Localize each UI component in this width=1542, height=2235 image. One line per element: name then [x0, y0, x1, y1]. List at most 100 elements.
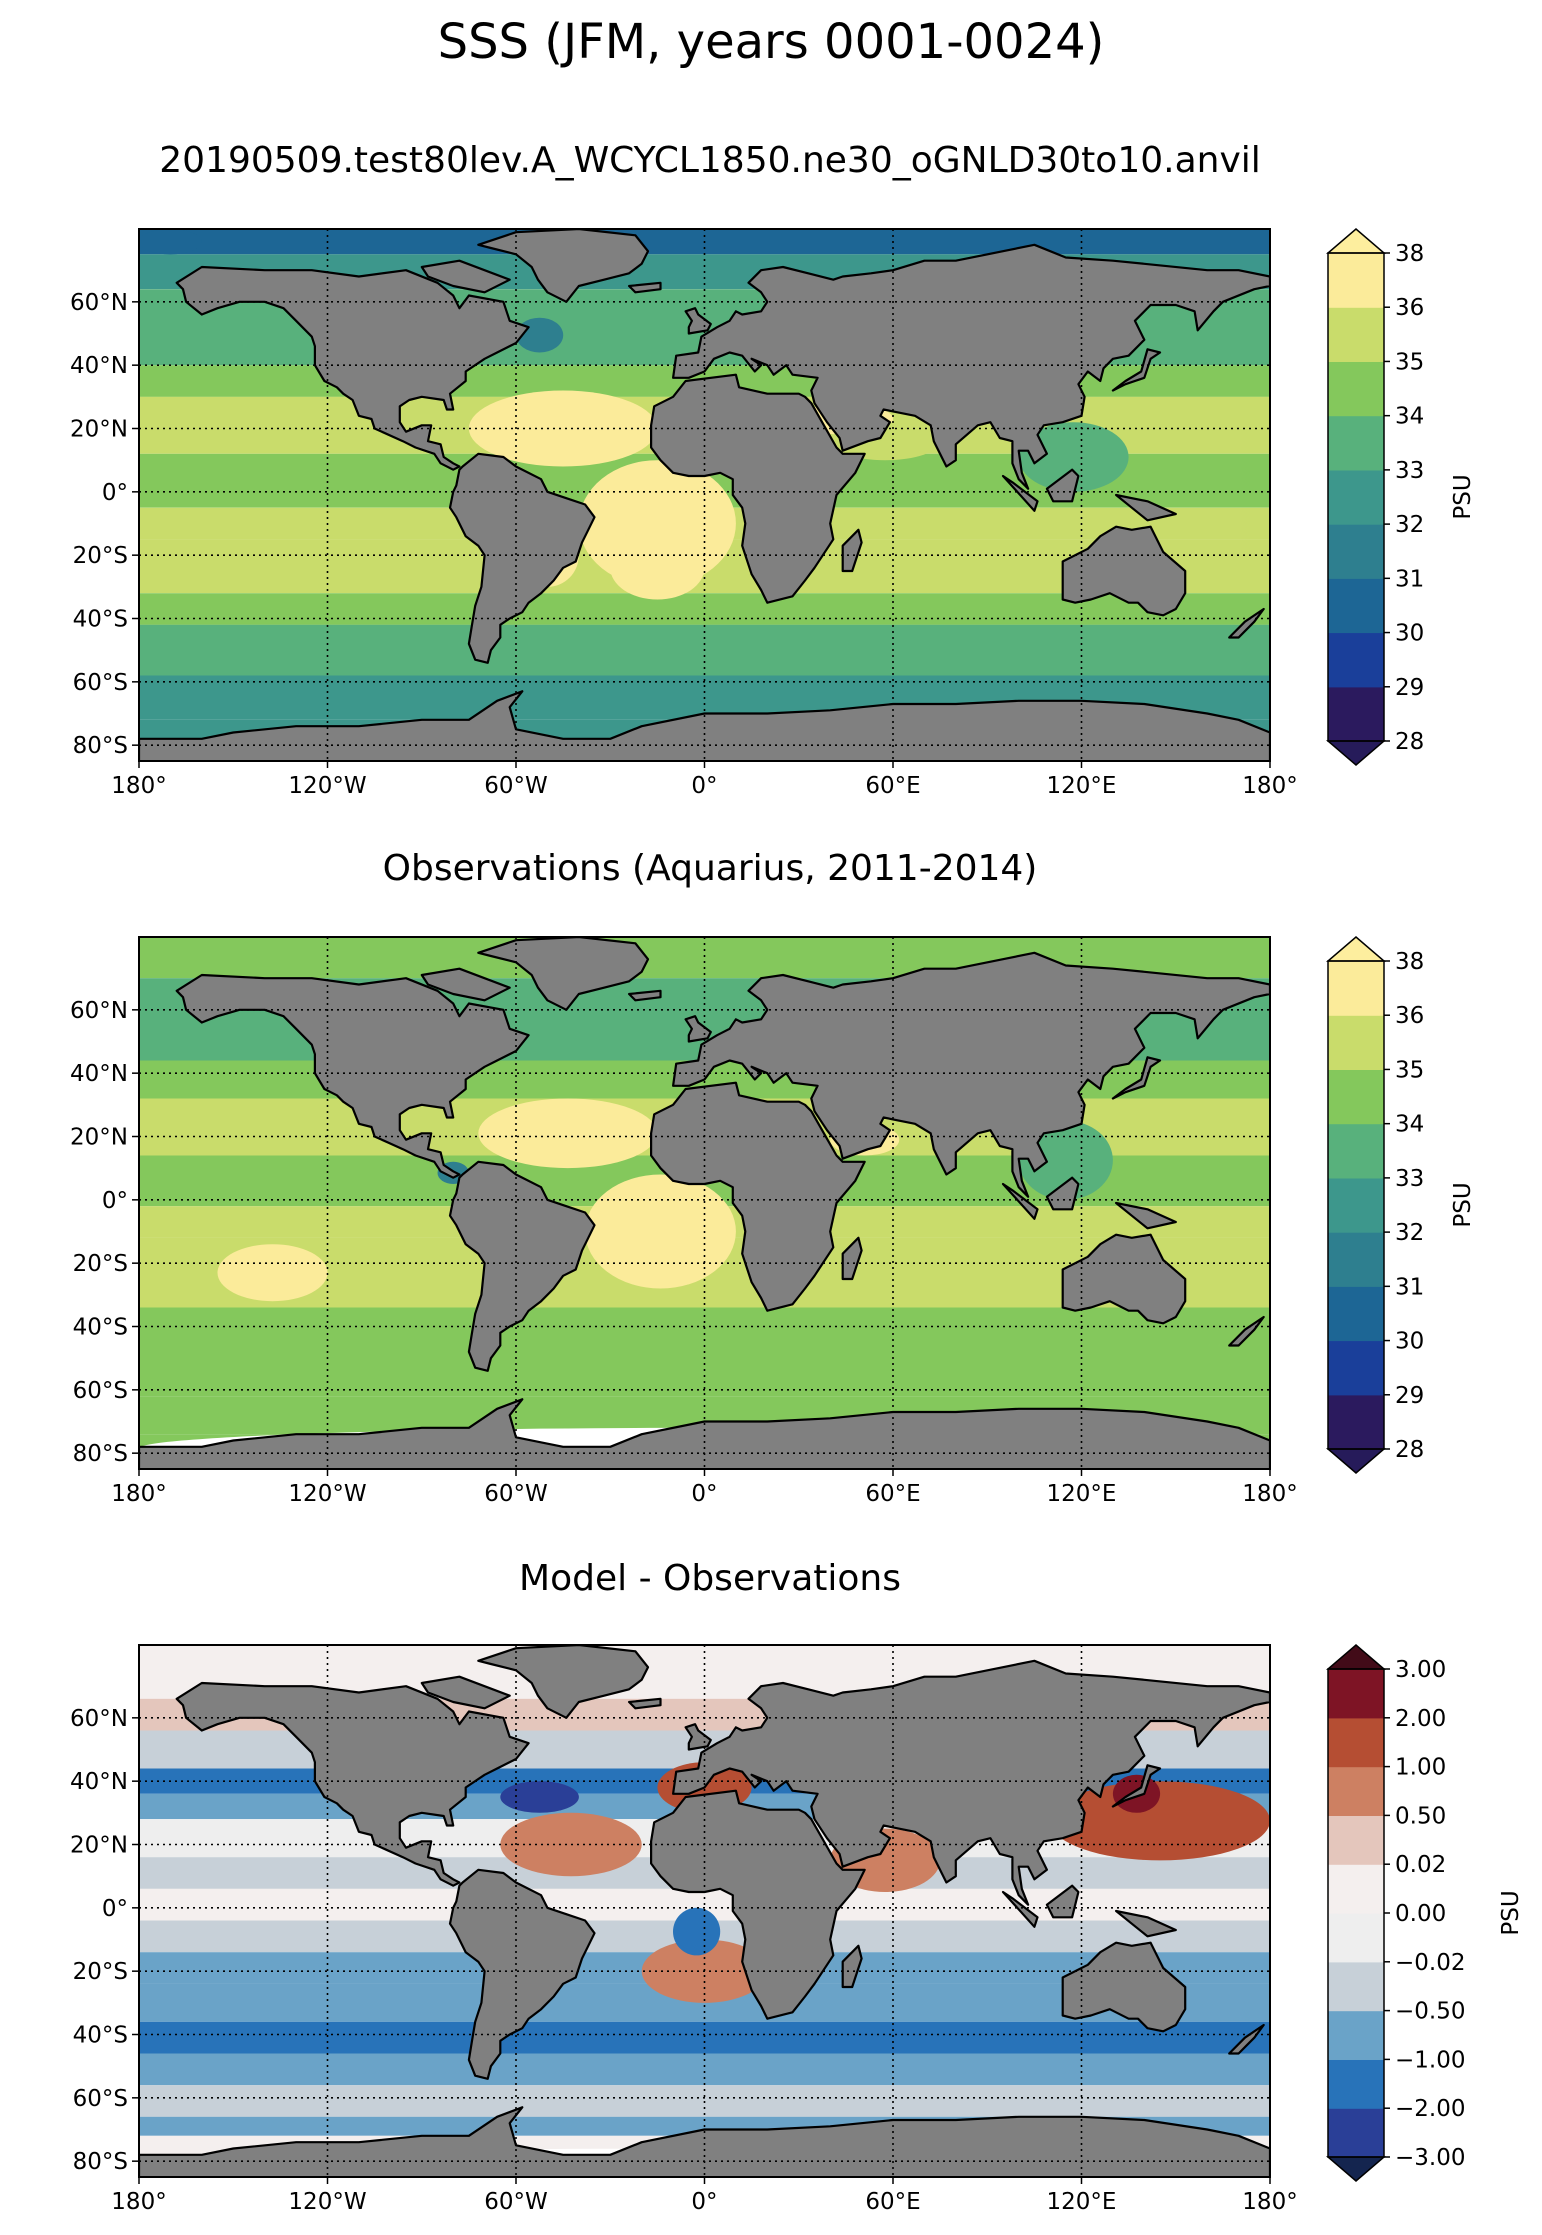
lat-tick-label: 80°S	[73, 733, 128, 759]
lat-tick-label: 20°S	[73, 1251, 128, 1277]
lat-tick-label: 20°N	[70, 417, 128, 443]
lat-tick-label: 20°N	[70, 1833, 128, 1859]
land-north-america	[175, 265, 530, 471]
land-japan	[1111, 1056, 1162, 1100]
land-japan	[1111, 348, 1162, 392]
land-britain	[684, 307, 712, 335]
field-region	[139, 229, 202, 255]
lon-tick-label: 180°	[111, 773, 166, 799]
lat-tick-label: 80°S	[73, 2149, 128, 2175]
lon-tick-label: 60°E	[865, 1481, 920, 1507]
colorbar-tick-label: 38	[1395, 241, 1424, 267]
lat-tick-label: 40°S	[73, 1315, 128, 1341]
colorbar-extend-high	[1325, 228, 1387, 254]
lon-tick-label: 60°W	[484, 2189, 548, 2215]
lon-tick-label: 180°	[1242, 1481, 1297, 1507]
land-north-america	[175, 973, 530, 1179]
colorbar-label: PSU	[1450, 1182, 1476, 1227]
lat-tick-label: 60°S	[73, 2086, 128, 2112]
colorbar-tick-label: −3.00	[1395, 2145, 1465, 2171]
colorbar-tick-label: 34	[1395, 1112, 1424, 1138]
lon-tick-label: 120°W	[288, 773, 366, 799]
land-sumatra	[1001, 474, 1039, 512]
colorbar-segment	[1328, 253, 1384, 308]
map-panel-model: 180° 120°W 60°W 0° 60°E 120°E 180° 60°N 40°N 20°N…	[70, 228, 1476, 799]
colorbar-segment	[1328, 1123, 1384, 1179]
colorbar-segment	[1328, 1286, 1384, 1342]
colorbar-tick-label: 31	[1395, 566, 1424, 592]
lon-tick-label: 60°E	[865, 773, 920, 799]
land-south-america	[448, 1160, 596, 1372]
colorbar-segment	[1328, 1766, 1384, 1816]
colorbar-tick-label: 30	[1395, 621, 1424, 647]
lon-tick-label: 120°E	[1047, 773, 1117, 799]
lat-tick-label: 0°	[102, 1896, 128, 1922]
colorbar-tick-label: 28	[1395, 729, 1424, 755]
colorbar-segment	[1328, 1961, 1384, 2012]
lat-tick-label: 40°N	[70, 1769, 128, 1795]
colorbar: 28 29 30 31 32 33 34 35 36 38 PSU	[1325, 936, 1476, 1474]
land-south-america	[448, 1868, 596, 2080]
field-region	[585, 1174, 736, 1289]
land-britain	[684, 1015, 712, 1043]
colorbar-segment	[1328, 469, 1384, 525]
lon-tick-label: 120°E	[1047, 1481, 1117, 1507]
lon-tick-label: 60°W	[484, 773, 548, 799]
panel-title-model: 20190509.test80lev.A_WCYCL1850.ne30_oGNL…	[159, 140, 1261, 181]
colorbar-label: PSU	[1450, 474, 1476, 519]
salinity-field	[139, 229, 1270, 761]
colorbar-segment	[1328, 1815, 1384, 1865]
colorbar-tick-label: 38	[1395, 949, 1424, 975]
colorbar-tick-label: 32	[1395, 512, 1424, 538]
land-iceland	[627, 281, 662, 294]
figure-suptitle: SSS (JFM, years 0001-0024)	[437, 14, 1105, 70]
land-australia	[1061, 525, 1187, 617]
colorbar-extend-high	[1325, 1644, 1387, 1670]
land-baffin	[420, 259, 511, 294]
lat-tick-label: 60°N	[70, 998, 128, 1024]
lon-tick-label: 0°	[691, 1481, 717, 1507]
colorbar-tick-label: 34	[1395, 404, 1424, 430]
lat-tick-label: 40°N	[70, 1061, 128, 1087]
panel-title-difference: Model - Observations	[519, 1558, 901, 1599]
colorbar-tick-label: 0.02	[1395, 1852, 1446, 1878]
colorbar-tick-label: 30	[1395, 1329, 1424, 1355]
lon-tick-label: 120°W	[288, 1481, 366, 1507]
salinity-field	[139, 1645, 1270, 2177]
land-africa	[649, 1789, 866, 2020]
lat-tick-label: 60°S	[73, 1378, 128, 1404]
colorbar-segment	[1328, 1669, 1384, 1719]
colorbar-tick-label: −0.50	[1395, 1999, 1465, 2025]
colorbar-tick-label: 0.50	[1395, 1803, 1446, 1829]
colorbar-tick-label: 29	[1395, 675, 1424, 701]
colorbar-tick-label: 31	[1395, 1274, 1424, 1300]
lat-tick-label: 20°S	[73, 543, 128, 569]
land-new-zealand	[1228, 2023, 1265, 2055]
colorbar-tick-label: 36	[1395, 1003, 1424, 1029]
colorbar-segment	[1328, 1232, 1384, 1287]
field-region	[1018, 422, 1129, 492]
land-borneo	[1045, 1884, 1080, 1919]
lat-tick-label: 0°	[102, 480, 128, 506]
land-antarctica	[139, 690, 1270, 761]
colorbar-tick-label: 3.00	[1395, 1657, 1446, 1683]
land-madagascar	[841, 1236, 863, 1281]
land-greenland	[477, 1645, 650, 1719]
lon-tick-label: 180°	[111, 2189, 166, 2215]
colorbar-segment	[1328, 961, 1384, 1016]
land-sumatra	[1001, 1890, 1039, 1928]
field-region	[1050, 1781, 1270, 1861]
colorbar-segment	[1328, 2059, 1384, 2109]
colorbar-segment	[1328, 632, 1384, 688]
colorbar: 28 29 30 31 32 33 34 35 36 38 PSU	[1325, 228, 1476, 766]
colorbar-segment	[1328, 1864, 1384, 1914]
lat-tick-label: 40°N	[70, 353, 128, 379]
land-new-zealand	[1228, 607, 1265, 639]
lon-tick-label: 0°	[691, 2189, 717, 2215]
colorbar-label: PSU	[1498, 1890, 1524, 1935]
lat-tick-label: 60°S	[73, 670, 128, 696]
colorbar-segment	[1328, 415, 1384, 471]
lon-tick-label: 180°	[1242, 2189, 1297, 2215]
land-new-guinea	[1114, 1909, 1177, 1938]
